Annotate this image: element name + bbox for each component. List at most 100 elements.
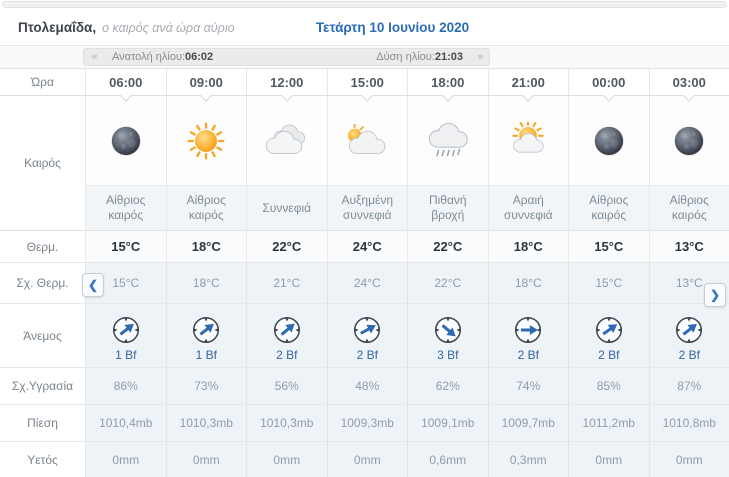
temp-cell: 22°C xyxy=(407,231,488,262)
weather-icon-cell xyxy=(649,96,729,186)
header: Πτολεμαΐδα, ο καιρός ανά ώρα αύριο Τετάρ… xyxy=(0,10,729,46)
wind-compass-icon xyxy=(109,313,143,347)
weather-col: Αίθριος καιρός xyxy=(165,96,246,230)
time-cell: 21:00 xyxy=(487,69,569,102)
precip-cell: 0mm xyxy=(326,442,408,477)
sunrise-label: Ανατολή ηλίου: xyxy=(112,51,186,63)
precip-cells: 0mm 0mm 0mm 0mm 0,6mm 0,3mm 0mm 0mm xyxy=(85,442,729,477)
weather-icon-cell xyxy=(86,96,166,186)
weather-cells: Αίθριος καιρός Αίθριος καιρός Συννεφιά Α… xyxy=(85,96,729,230)
wind-cell: 1 Bf xyxy=(85,304,166,367)
precip-cell: 0,3mm xyxy=(487,442,569,477)
sun-icon xyxy=(185,120,227,162)
wind-cell: 1 Bf xyxy=(165,304,247,367)
moon-icon xyxy=(591,123,627,159)
weather-icon-cell xyxy=(327,96,407,186)
wind-compass-icon xyxy=(431,313,465,347)
weather-desc: Αίθριος καιρός xyxy=(166,186,246,230)
sunrise-time: 06:02 xyxy=(185,51,214,63)
humidity-cell: 85% xyxy=(568,368,649,404)
temp-cell: 15°C xyxy=(85,231,166,262)
wind-cell: 2 Bf xyxy=(648,304,729,367)
scroll-right-arrows-icon[interactable]: ››› xyxy=(477,51,484,63)
next-hours-button[interactable]: ❯ xyxy=(704,283,726,307)
prev-hours-button[interactable]: ❮ xyxy=(82,273,104,297)
row-label-temp: Θερμ. xyxy=(0,231,85,262)
wind-compass-icon xyxy=(511,313,545,347)
wind-row: Άνεμος 1 Bf 1 Bf 2 Bf 2 Bf 3 Bf xyxy=(0,304,729,368)
row-label-wind: Άνεμος xyxy=(0,304,85,367)
temp-cell: 18°C xyxy=(487,231,569,262)
scroll-left-arrows-icon[interactable]: ‹‹‹ xyxy=(91,51,98,63)
wind-cell: 2 Bf xyxy=(326,304,408,367)
sun-times-bar[interactable]: ‹‹‹ Ανατολή ηλίου:06:02 Δύση ηλίου:21:03… xyxy=(83,48,490,66)
temp-cells: 15°C 18°C 22°C 24°C 22°C 18°C 15°C 13°C xyxy=(85,231,729,262)
time-label: 00:00 xyxy=(592,74,626,90)
time-label: 03:00 xyxy=(672,74,706,90)
wind-speed: 1 Bf xyxy=(115,348,137,362)
weather-desc: Αραιή συννεφιά xyxy=(488,186,568,230)
feels-cell: 18°C xyxy=(487,263,569,303)
weather-col: Συννεφιά xyxy=(246,96,327,230)
sunset-time: 21:03 xyxy=(434,51,463,63)
time-label: 06:00 xyxy=(109,74,143,90)
pressure-cell: 1009,7mb xyxy=(487,405,569,441)
feels-row: Σχ. Θερμ. 15°C 18°C 21°C 24°C 22°C 18°C … xyxy=(0,263,729,304)
moon-icon xyxy=(671,123,707,159)
row-label-time: Ώρα xyxy=(0,69,85,95)
top-strip xyxy=(0,1,729,10)
pressure-row: Πίεση 1010,4mb 1010,3mb 1010,3mb 1009,3m… xyxy=(0,405,729,442)
wind-speed: 2 Bf xyxy=(356,348,378,362)
precip-cell: 0mm xyxy=(648,442,729,477)
precip-row: Υετός 0mm 0mm 0mm 0mm 0,6mm 0,3mm 0mm 0m… xyxy=(0,442,729,477)
time-cell: 03:00 xyxy=(648,69,729,102)
weather-desc: Συννεφιά xyxy=(247,186,327,230)
time-cell: 09:00 xyxy=(165,69,247,102)
wind-speed: 2 Bf xyxy=(517,348,539,362)
temp-cell: 15°C xyxy=(568,231,649,262)
pressure-cells: 1010,4mb 1010,3mb 1010,3mb 1009,3mb 1009… xyxy=(85,405,729,441)
precip-cell: 0mm xyxy=(85,442,166,477)
weather-icon-cell xyxy=(166,96,246,186)
time-row: Ώρα 06:00 09:00 12:00 15:00 18:00 21:00 … xyxy=(0,69,729,102)
wind-arrow-icon xyxy=(119,323,134,336)
sunrise-group: Ανατολή ηλίου:06:02 xyxy=(112,51,213,63)
time-label: 18:00 xyxy=(431,74,465,90)
precip-cell: 0mm xyxy=(246,442,327,477)
wind-speed: 1 Bf xyxy=(195,348,217,362)
weather-col: Αίθριος καιρός xyxy=(648,96,729,230)
weather-col: Αίθριος καιρός xyxy=(85,96,166,230)
time-cell: 18:00 xyxy=(407,69,488,102)
time-cell: 00:00 xyxy=(568,69,649,102)
weather-row: Καιρός Αίθριος καιρός Αίθριος καιρός Συν… xyxy=(0,96,729,231)
row-label-feels: Σχ. Θερμ. xyxy=(0,263,85,303)
time-label: 12:00 xyxy=(270,74,304,90)
wind-cell: 2 Bf xyxy=(487,304,569,367)
row-label-humidity: Σχ.Υγρασία xyxy=(0,368,85,404)
wind-compass-icon xyxy=(189,313,223,347)
time-cell: 12:00 xyxy=(246,69,327,102)
feels-cell: 13°C xyxy=(648,263,729,303)
pressure-cell: 1010,8mb xyxy=(648,405,729,441)
weather-desc: Πιθανή βροχή xyxy=(408,186,488,230)
precip-cell: 0mm xyxy=(568,442,649,477)
header-subtitle: ο καιρός ανά ώρα αύριο xyxy=(102,20,235,35)
weather-col: Πιθανή βροχή xyxy=(407,96,488,230)
feels-cell: 21°C xyxy=(246,263,327,303)
time-label: 15:00 xyxy=(350,74,384,90)
pressure-cell: 1009,3mb xyxy=(326,405,408,441)
sun-times-row: ‹‹‹ Ανατολή ηλίου:06:02 Δύση ηλίου:21:03… xyxy=(0,46,729,69)
precip-cell: 0,6mm xyxy=(407,442,488,477)
pressure-cell: 1009,1mb xyxy=(407,405,488,441)
wind-cells: 1 Bf 1 Bf 2 Bf 2 Bf 3 Bf 2 Bf xyxy=(85,304,729,367)
wind-arrow-icon xyxy=(602,324,617,336)
humidity-cell: 62% xyxy=(407,368,488,404)
precip-cell: 0mm xyxy=(165,442,247,477)
moon-icon xyxy=(108,123,144,159)
weather-desc: Αίθριος καιρός xyxy=(569,186,649,230)
weather-desc: Αίθριος καιρός xyxy=(86,186,166,230)
time-cell: 06:00 xyxy=(85,69,166,102)
time-label: 21:00 xyxy=(511,74,545,90)
weather-desc: Αυξημένη συννεφιά xyxy=(327,186,407,230)
